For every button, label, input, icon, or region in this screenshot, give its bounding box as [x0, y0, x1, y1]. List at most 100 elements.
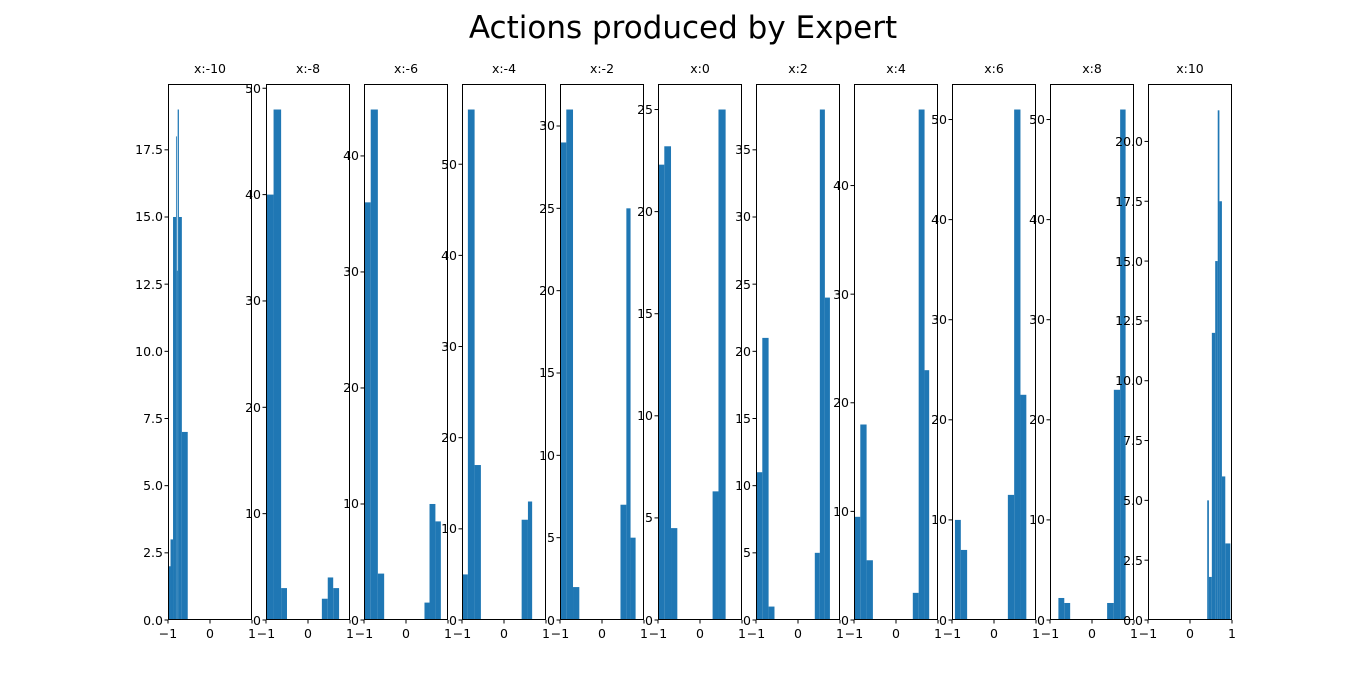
y-tick-label: 5.0 — [143, 478, 163, 494]
subplot-title: x:0 — [690, 61, 710, 76]
y-tick-label: 15 — [637, 306, 653, 322]
y-tick-label: 40 — [833, 178, 849, 194]
y-tick-label: 20 — [1029, 412, 1045, 428]
plot-area — [164, 84, 253, 624]
histogram-bar — [175, 136, 177, 620]
x-tick-label: −1 — [158, 626, 178, 641]
histogram-bar — [960, 549, 968, 620]
axes-box — [364, 84, 448, 620]
subplot-x:10: x:10 0.0 2.5 5.0 7.5 10.0 12.5 15.0 17.5 20.0 −1 0 1 — [1115, 61, 1236, 641]
histogram-bar — [474, 465, 481, 620]
histogram-bar — [266, 194, 274, 620]
y-tick-label: 25 — [539, 200, 555, 216]
y-tick-label: 30 — [735, 209, 751, 225]
figure-title: Actions produced by Expert — [468, 10, 898, 46]
subplot-title: x:2 — [788, 61, 808, 76]
x-tick-label: 1 — [444, 626, 452, 641]
x-tick-label: 1 — [1032, 626, 1040, 641]
y-tick-label: 20 — [833, 395, 849, 411]
axes-box — [560, 84, 644, 620]
histogram-bar — [173, 216, 176, 621]
x-tick-label: −1 — [1138, 626, 1158, 641]
histogram-bar — [658, 164, 665, 620]
histogram-bar — [1221, 476, 1226, 620]
y-tick-label: 0 — [351, 612, 359, 628]
y-tick-label: 10 — [735, 478, 751, 494]
y-tick-label: 17.5 — [1115, 193, 1143, 209]
plot-area — [948, 84, 1037, 624]
histogram-bar — [762, 337, 769, 620]
subplot-x:-2: x:-2 0 5 10 15 20 25 30 −1 0 1 — [539, 61, 648, 641]
histogram-bar — [924, 370, 930, 620]
axes-box — [1050, 84, 1134, 620]
histogram-bar — [435, 521, 441, 620]
subplot-title: x:-2 — [589, 61, 615, 76]
histogram-bar — [1014, 109, 1021, 620]
histogram-bar — [854, 516, 861, 620]
y-tick-label: 0 — [253, 612, 261, 628]
histogram-bar — [1058, 597, 1065, 620]
x-tick-label: 0 — [696, 626, 704, 641]
y-tick-label: 10 — [343, 496, 359, 512]
histogram-bar — [630, 537, 636, 620]
histogram-bar — [954, 519, 961, 620]
x-tick-label: −1 — [452, 626, 472, 641]
axes-box — [658, 84, 742, 620]
subplot-x:6: x:6 0 10 20 30 40 50 −1 0 1 — [931, 61, 1040, 641]
y-tick-label: 17.5 — [135, 142, 163, 158]
histogram-bar — [620, 504, 627, 620]
y-tick-label: 10 — [833, 503, 849, 519]
histogram-bar — [521, 519, 528, 620]
histogram-bar — [573, 587, 580, 620]
y-tick-label: 0.0 — [143, 612, 163, 628]
subplot-x:-6: x:-6 0 10 20 30 40 −1 0 1 — [343, 61, 452, 641]
y-tick-label: 30 — [931, 312, 947, 328]
histogram-bar — [168, 566, 171, 620]
histogram-bar — [377, 573, 385, 620]
x-tick-label: 1 — [248, 626, 256, 641]
x-tick-label: −1 — [1040, 626, 1060, 641]
histogram-bar — [177, 109, 179, 620]
histogram-bar — [281, 588, 287, 620]
y-tick-label: 30 — [539, 118, 555, 134]
y-tick-label: 30 — [1029, 312, 1045, 328]
axes-box — [266, 84, 350, 620]
x-tick-label: 0 — [794, 626, 802, 641]
histogram-bar — [1211, 332, 1216, 620]
subplot-title: x:6 — [984, 61, 1004, 76]
axes-box — [952, 84, 1036, 620]
y-tick-label: 20.0 — [1115, 133, 1143, 149]
y-tick-label: 12.5 — [1115, 313, 1143, 329]
x-tick-label: 1 — [934, 626, 942, 641]
subplot-x:-4: x:-4 0 10 20 30 40 50 −1 0 1 — [441, 61, 550, 641]
x-tick-label: 1 — [1228, 626, 1236, 641]
histogram-bar — [566, 109, 574, 620]
y-tick-label: 50 — [441, 156, 457, 172]
histogram-bar — [718, 109, 726, 620]
y-tick-label: 10.0 — [1115, 373, 1143, 389]
plot-area — [262, 84, 351, 624]
y-tick-label: 25 — [735, 276, 751, 292]
y-tick-label: 30 — [833, 286, 849, 302]
y-tick-label: 40 — [1029, 212, 1045, 228]
y-tick-label: 40 — [441, 247, 457, 263]
y-tick-label: 30 — [441, 339, 457, 355]
y-tick-label: 12.5 — [135, 276, 163, 292]
histogram-bar — [527, 501, 533, 620]
histogram-bar — [333, 588, 340, 620]
y-tick-label: 20 — [539, 283, 555, 299]
plot-area — [654, 84, 743, 624]
y-tick-label: 20 — [441, 430, 457, 446]
y-tick-label: 7.5 — [143, 410, 163, 426]
y-tick-label: 0 — [743, 612, 751, 628]
histogram-bar — [1107, 602, 1114, 620]
histogram-bar — [1219, 201, 1222, 620]
histogram-bar — [321, 598, 328, 620]
subplot-title: x:-4 — [491, 61, 517, 76]
histogram-bar — [429, 503, 436, 620]
histogram-bar — [364, 202, 371, 620]
histogram-bar — [273, 109, 282, 620]
y-tick-label: 15.0 — [1115, 253, 1143, 269]
x-tick-label: −1 — [550, 626, 570, 641]
x-tick-label: 0 — [304, 626, 312, 641]
